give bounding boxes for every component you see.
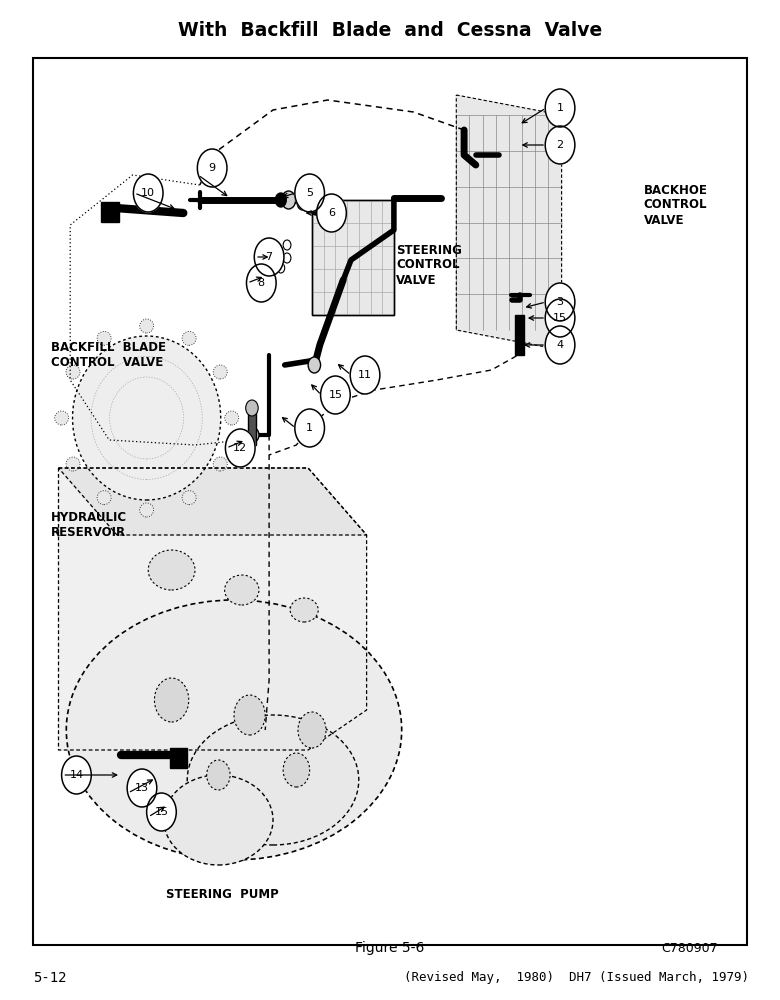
Text: 9: 9 xyxy=(208,163,216,173)
Circle shape xyxy=(545,326,575,364)
Bar xyxy=(101,202,119,222)
Circle shape xyxy=(350,356,380,394)
Ellipse shape xyxy=(140,319,154,333)
Text: 4: 4 xyxy=(556,340,564,350)
Circle shape xyxy=(282,191,296,209)
Ellipse shape xyxy=(55,411,69,425)
Text: Figure 5-6: Figure 5-6 xyxy=(356,941,424,955)
Text: C780907: C780907 xyxy=(661,942,718,954)
Ellipse shape xyxy=(140,503,154,517)
Text: STEERING  PUMP: STEERING PUMP xyxy=(166,889,278,902)
Text: 14: 14 xyxy=(69,770,83,780)
Text: 3: 3 xyxy=(557,297,563,307)
Circle shape xyxy=(277,263,285,273)
Circle shape xyxy=(275,193,286,207)
Bar xyxy=(312,200,394,315)
Ellipse shape xyxy=(98,331,112,345)
Ellipse shape xyxy=(148,550,195,590)
Text: 5: 5 xyxy=(307,188,313,198)
Ellipse shape xyxy=(182,331,197,345)
Circle shape xyxy=(545,126,575,164)
Circle shape xyxy=(207,760,230,790)
Text: 7: 7 xyxy=(265,252,273,262)
Text: BACKFILL  BLADE
CONTROL  VALVE: BACKFILL BLADE CONTROL VALVE xyxy=(51,341,165,369)
Circle shape xyxy=(545,299,575,337)
Circle shape xyxy=(248,428,259,442)
Text: 10: 10 xyxy=(141,188,155,198)
Circle shape xyxy=(127,769,157,807)
Bar xyxy=(515,315,524,355)
Circle shape xyxy=(299,193,310,207)
Circle shape xyxy=(254,238,284,276)
Circle shape xyxy=(310,201,321,215)
Bar xyxy=(33,58,747,945)
Ellipse shape xyxy=(290,598,318,622)
Text: 11: 11 xyxy=(358,370,372,380)
Circle shape xyxy=(62,756,91,794)
Circle shape xyxy=(321,376,350,414)
Circle shape xyxy=(545,89,575,127)
Ellipse shape xyxy=(213,457,227,471)
Circle shape xyxy=(283,753,310,787)
Ellipse shape xyxy=(164,775,273,865)
Text: 5-12: 5-12 xyxy=(33,971,66,985)
Text: With  Backfill  Blade  and  Cessna  Valve: With Backfill Blade and Cessna Valve xyxy=(178,20,602,39)
Ellipse shape xyxy=(66,457,80,471)
Ellipse shape xyxy=(66,600,402,860)
Text: 2: 2 xyxy=(556,140,564,150)
Bar xyxy=(312,200,394,315)
Ellipse shape xyxy=(97,491,111,505)
Ellipse shape xyxy=(225,575,259,605)
Bar xyxy=(248,407,256,445)
Circle shape xyxy=(154,678,189,722)
Circle shape xyxy=(246,264,276,302)
Circle shape xyxy=(295,174,324,212)
Circle shape xyxy=(545,283,575,321)
Circle shape xyxy=(197,149,227,187)
Text: 1: 1 xyxy=(307,423,313,433)
Text: 15: 15 xyxy=(553,313,567,323)
Circle shape xyxy=(297,196,308,210)
Circle shape xyxy=(234,695,265,735)
Circle shape xyxy=(295,409,324,447)
Circle shape xyxy=(283,253,291,263)
Text: BACKHOE
CONTROL
VALVE: BACKHOE CONTROL VALVE xyxy=(644,184,707,227)
Ellipse shape xyxy=(225,411,239,425)
Ellipse shape xyxy=(187,715,359,845)
Polygon shape xyxy=(456,95,562,350)
Polygon shape xyxy=(58,468,367,535)
Text: (Revised May,  1980)  DH7 (Issued March, 1979): (Revised May, 1980) DH7 (Issued March, 1… xyxy=(404,972,749,984)
Text: 13: 13 xyxy=(135,783,149,793)
Text: STEERING
CONTROL
VALVE: STEERING CONTROL VALVE xyxy=(396,243,462,286)
Circle shape xyxy=(298,712,326,748)
Ellipse shape xyxy=(73,336,221,500)
Circle shape xyxy=(147,793,176,831)
Text: 6: 6 xyxy=(328,208,335,218)
Circle shape xyxy=(246,400,258,416)
Circle shape xyxy=(225,429,255,467)
Bar xyxy=(170,748,187,768)
Circle shape xyxy=(308,357,321,373)
Ellipse shape xyxy=(182,491,196,505)
Circle shape xyxy=(317,194,346,232)
Text: 15: 15 xyxy=(328,390,342,400)
Circle shape xyxy=(133,174,163,212)
Text: 1: 1 xyxy=(557,103,563,113)
Text: 8: 8 xyxy=(257,278,265,288)
Text: 15: 15 xyxy=(154,807,168,817)
Text: 12: 12 xyxy=(233,443,247,453)
Ellipse shape xyxy=(66,365,80,379)
Text: HYDRAULIC
RESERVOIR: HYDRAULIC RESERVOIR xyxy=(51,511,127,539)
Circle shape xyxy=(283,240,291,250)
Polygon shape xyxy=(58,468,367,750)
Ellipse shape xyxy=(213,365,227,379)
